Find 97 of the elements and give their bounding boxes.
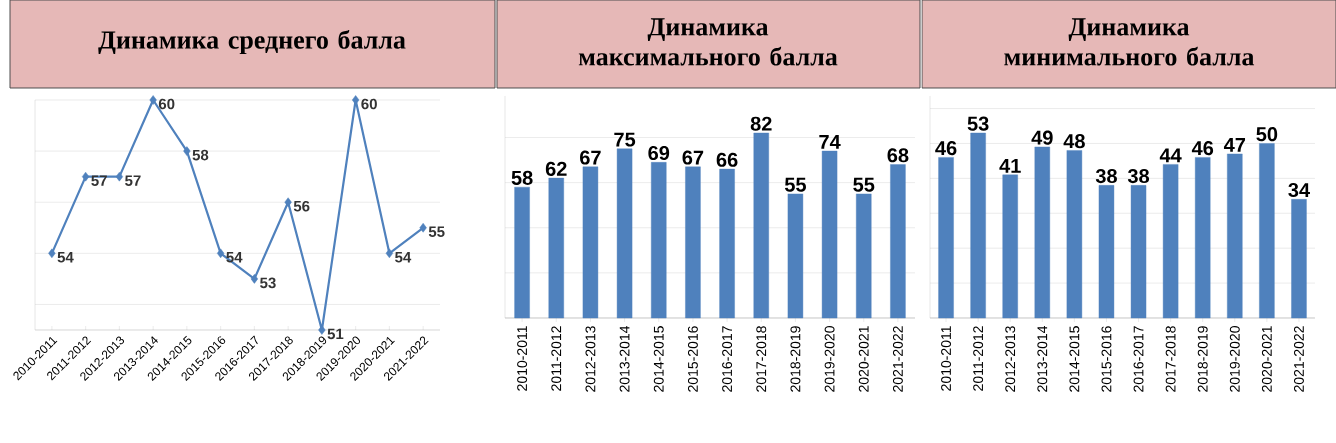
x-tick-label: 2010-2011 xyxy=(517,326,528,391)
x-tick-label: 2016-2017 xyxy=(1133,326,1144,392)
bar xyxy=(856,193,872,319)
x-tick-label: 2016-2017 xyxy=(722,326,733,392)
data-label: 44 xyxy=(1159,148,1182,163)
data-label: 55 xyxy=(784,177,806,192)
point xyxy=(149,95,157,105)
bar xyxy=(970,132,986,319)
data-label: 53 xyxy=(260,277,276,289)
data-label: 69 xyxy=(648,145,670,161)
x-tick-label: 2012-2013 xyxy=(585,326,596,392)
bar xyxy=(514,186,530,319)
point xyxy=(419,223,427,233)
data-label: 74 xyxy=(819,135,841,149)
point xyxy=(82,171,90,182)
data-label: 57 xyxy=(125,175,141,186)
chart-title: Динамика минимального балла xyxy=(1004,18,1255,66)
data-label: 55 xyxy=(428,226,445,237)
data-label: 82 xyxy=(750,116,772,131)
x-tick-label: 2017-2018 xyxy=(1165,326,1176,392)
x-tick-label: 2015-2016 xyxy=(687,326,698,392)
bar xyxy=(548,177,564,319)
bar xyxy=(685,166,701,319)
data-label: 54 xyxy=(57,252,74,263)
data-label: 46 xyxy=(1191,141,1214,156)
bar xyxy=(1130,185,1147,319)
bar xyxy=(616,148,633,319)
data-label: 53 xyxy=(967,116,989,131)
data-label: 38 xyxy=(1095,168,1117,184)
x-tick-label: 2011-2012 xyxy=(551,326,562,391)
x-tick-label: 2020-2021 xyxy=(858,326,869,392)
bar xyxy=(719,168,735,319)
x-tick-label: 2017-2018 xyxy=(756,326,767,392)
x-tick-label: 2019-2020 xyxy=(824,326,835,392)
x-tick-label: 2021-2022 xyxy=(892,326,903,392)
point xyxy=(250,274,259,284)
data-label: 55 xyxy=(853,177,875,192)
data-label: 60 xyxy=(361,98,377,110)
data-label: 54 xyxy=(395,252,412,263)
x-tick-label: 2013-2014 xyxy=(619,325,630,392)
bar xyxy=(1195,157,1211,319)
x-tick-label: 2011-2012 xyxy=(973,326,984,391)
point xyxy=(48,248,56,259)
data-label: 54 xyxy=(226,252,243,263)
x-tick-label: 2014-2015 xyxy=(653,326,664,392)
bar xyxy=(1066,150,1083,319)
data-label: 41 xyxy=(999,158,1021,173)
data-label: 56 xyxy=(293,200,310,212)
bar xyxy=(938,157,954,319)
bar xyxy=(787,193,804,319)
data-label: 47 xyxy=(1223,137,1246,152)
x-tick-label: 2020-2021 xyxy=(1261,326,1272,392)
data-label: 49 xyxy=(1031,130,1053,145)
chart-title: Динамика максимального балла xyxy=(578,18,838,66)
data-label: 67 xyxy=(682,150,704,165)
bar xyxy=(821,150,838,319)
bar xyxy=(1259,143,1275,319)
data-label: 46 xyxy=(935,141,957,156)
data-label: 75 xyxy=(614,132,636,147)
data-label: 38 xyxy=(1127,168,1150,184)
bar xyxy=(1162,164,1179,319)
bar xyxy=(582,166,599,319)
data-label: 58 xyxy=(192,149,209,161)
bar xyxy=(1034,146,1050,319)
point xyxy=(217,248,225,259)
data-label: 58 xyxy=(511,170,533,185)
point xyxy=(183,146,191,156)
point xyxy=(115,171,124,182)
data-label: 34 xyxy=(1288,182,1310,198)
bar xyxy=(890,164,906,319)
data-label: 57 xyxy=(91,175,107,186)
x-tick-label: 2015-2016 xyxy=(1101,326,1112,392)
x-tick-label: 2018-2019 xyxy=(790,326,801,392)
data-label: 66 xyxy=(716,152,738,167)
data-label: 62 xyxy=(545,161,567,176)
point xyxy=(385,248,394,259)
bar xyxy=(753,132,769,319)
bar xyxy=(1002,174,1018,319)
bar xyxy=(651,162,667,319)
x-tick-label: 2013-2014 xyxy=(1037,325,1048,392)
data-label: 68 xyxy=(887,148,909,163)
data-label: 67 xyxy=(580,150,601,165)
data-label: 60 xyxy=(158,98,175,110)
x-tick-label: 2012-2013 xyxy=(1005,326,1016,392)
chart-title: Динамика среднего балла xyxy=(98,29,406,55)
x-tick-label: 2019-2020 xyxy=(1229,326,1240,392)
bar xyxy=(1227,153,1243,319)
x-tick-label: 2018-2019 xyxy=(1197,326,1208,392)
x-tick-label: 2010-2011 xyxy=(941,326,952,391)
x-tick-label: 2014-2015 xyxy=(1069,326,1080,392)
x-tick-label: 2021-2022 xyxy=(1293,326,1304,392)
bar xyxy=(1098,185,1115,319)
point xyxy=(318,325,326,335)
data-label: 48 xyxy=(1063,134,1085,149)
data-label: 50 xyxy=(1256,127,1278,142)
bar xyxy=(1291,199,1307,319)
point xyxy=(284,197,292,207)
